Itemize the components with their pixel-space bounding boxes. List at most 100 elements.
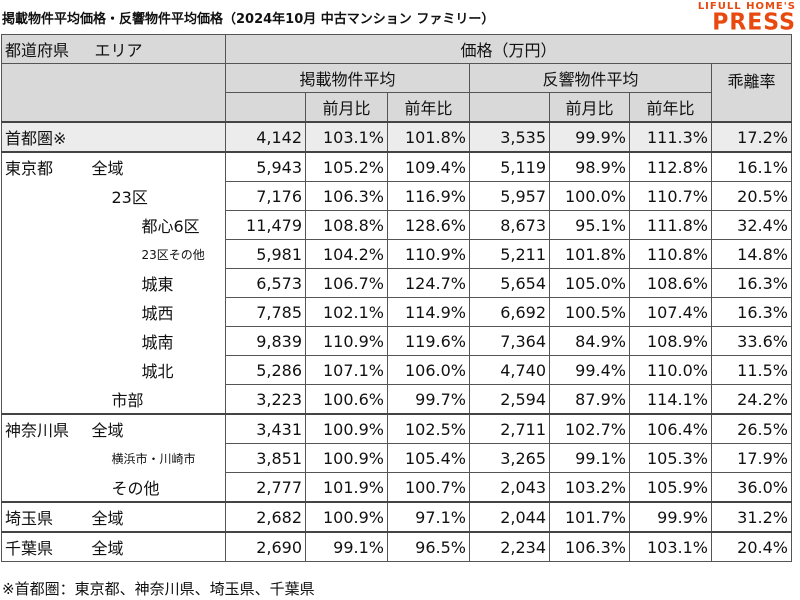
footnote: ※首都圏：東京都、神奈川県、埼玉県、千葉県 xyxy=(2,580,315,598)
row-inquiry: 5,957 xyxy=(469,181,550,211)
row-area: 城西 xyxy=(91,297,226,327)
row-inquiry: 7,364 xyxy=(469,326,550,356)
row-listed-mom: 102.1% xyxy=(305,297,388,327)
row-listed-mom: 100.9% xyxy=(305,443,388,473)
row-listed-mom: 100.9% xyxy=(305,501,388,533)
row-listed-mom: 110.9% xyxy=(305,326,388,356)
row-gap: 26.5% xyxy=(711,413,792,444)
logo-line1: LIFULL HOME'S xyxy=(697,1,796,12)
row-listed: 4,142 xyxy=(225,121,306,153)
row-inquiry-mom: 102.7% xyxy=(549,413,630,444)
row-pref xyxy=(1,181,92,211)
row-listed-yoy: 102.5% xyxy=(387,413,470,444)
row-listed: 6,573 xyxy=(225,268,306,298)
row-listed-yoy: 96.5% xyxy=(387,531,470,562)
row-pref xyxy=(1,326,92,356)
row-area: 全域 xyxy=(91,501,226,533)
row-gap: 11.5% xyxy=(711,355,792,385)
row-inquiry: 4,740 xyxy=(469,355,550,385)
row-listed: 2,777 xyxy=(225,472,306,503)
row-listed-mom: 104.2% xyxy=(305,239,388,269)
row-inquiry: 6,692 xyxy=(469,297,550,327)
row-inquiry-mom: 106.3% xyxy=(549,531,630,562)
header-inquiry-yoy: 前年比 xyxy=(629,92,712,123)
row-listed: 5,981 xyxy=(225,239,306,269)
row-area: 城東 xyxy=(91,268,226,298)
row-pref xyxy=(1,210,92,240)
row-listed-yoy: 124.7% xyxy=(387,268,470,298)
header-inquiry-blank xyxy=(469,92,550,123)
row-listed: 5,286 xyxy=(225,355,306,385)
row-listed: 11,479 xyxy=(225,210,306,240)
row-listed: 7,176 xyxy=(225,181,306,211)
row-listed-mom: 99.1% xyxy=(305,531,388,562)
row-inquiry-yoy: 110.8% xyxy=(629,239,712,269)
row-listed: 9,839 xyxy=(225,326,306,356)
row-inquiry-yoy: 99.9% xyxy=(629,501,712,533)
row-gap: 16.3% xyxy=(711,297,792,327)
brand-logo: LIFULL HOME'S PRESS xyxy=(698,1,796,34)
row-inquiry-yoy: 112.8% xyxy=(629,151,712,182)
row-inquiry-mom: 101.7% xyxy=(549,501,630,533)
row-pref: 首都圏※ xyxy=(1,121,92,153)
row-listed: 3,851 xyxy=(225,443,306,473)
price-table: 都道府県 エリア 価格（万円） 掲載物件平均 反響物件平均 乖離率 前月比 前年… xyxy=(1,34,792,562)
row-listed-mom: 100.6% xyxy=(305,384,388,415)
row-listed: 2,690 xyxy=(225,531,306,562)
row-area: 市部 xyxy=(91,384,226,415)
row-inquiry-yoy: 103.1% xyxy=(629,531,712,562)
row-area: 全域 xyxy=(91,413,226,444)
row-pref xyxy=(1,268,92,298)
row-inquiry: 3,265 xyxy=(469,443,550,473)
row-inquiry-yoy: 107.4% xyxy=(629,297,712,327)
row-listed-yoy: 128.6% xyxy=(387,210,470,240)
row-inquiry: 5,211 xyxy=(469,239,550,269)
row-inquiry-mom: 84.9% xyxy=(549,326,630,356)
row-inquiry-yoy: 111.3% xyxy=(629,121,712,153)
row-inquiry-yoy: 110.7% xyxy=(629,181,712,211)
row-area: 全域 xyxy=(91,531,226,562)
row-gap: 20.5% xyxy=(711,181,792,211)
row-listed-yoy: 106.0% xyxy=(387,355,470,385)
table-row: その他 2,777 101.9% 100.7% 2,043 103.2% 105.9% 36.… xyxy=(1,472,792,503)
table-row: 神奈川県 全域 3,431 100.9% 102.5% 2,711 102.7% 106.4%… xyxy=(1,413,792,444)
row-inquiry-yoy: 114.1% xyxy=(629,384,712,415)
row-gap: 31.2% xyxy=(711,501,792,533)
table-row: 23区その他 5,981 104.2% 110.9% 5,211 101.8% 110.8%… xyxy=(1,239,792,269)
row-listed-yoy: 99.7% xyxy=(387,384,470,415)
table-row: 城西 7,785 102.1% 114.9% 6,692 100.5% 107.4% 16.3… xyxy=(1,297,792,327)
table-row: 城北 5,286 107.1% 106.0% 4,740 99.4% 110.0% 11.5% xyxy=(1,355,792,385)
row-inquiry-mom: 100.5% xyxy=(549,297,630,327)
row-inquiry-mom: 98.9% xyxy=(549,151,630,182)
row-inquiry-yoy: 111.8% xyxy=(629,210,712,240)
row-area: その他 xyxy=(91,472,226,503)
row-pref xyxy=(1,239,92,269)
row-pref xyxy=(1,443,92,473)
row-pref xyxy=(1,297,92,327)
row-inquiry-yoy: 110.0% xyxy=(629,355,712,385)
row-listed-mom: 106.7% xyxy=(305,268,388,298)
row-area: 全域 xyxy=(91,151,226,182)
row-inquiry-yoy: 106.4% xyxy=(629,413,712,444)
header-blank xyxy=(1,63,226,123)
row-pref: 東京都 xyxy=(1,151,92,182)
page-title: 掲載物件平均価格・反響物件平均価格（2024年10月 中古マンション ファミリー… xyxy=(2,12,495,27)
table-row: 23区 7,176 106.3% 116.9% 5,957 100.0% 110.7% 20.… xyxy=(1,181,792,211)
row-gap: 17.2% xyxy=(711,121,792,153)
row-gap: 16.3% xyxy=(711,268,792,298)
header-listed-mom: 前月比 xyxy=(305,92,388,123)
row-gap: 32.4% xyxy=(711,210,792,240)
row-listed: 3,223 xyxy=(225,384,306,415)
row-listed: 3,431 xyxy=(225,413,306,444)
row-gap: 20.4% xyxy=(711,531,792,562)
row-inquiry: 2,594 xyxy=(469,384,550,415)
row-pref: 神奈川県 xyxy=(1,413,92,444)
row-listed-mom: 103.1% xyxy=(305,121,388,153)
row-gap: 24.2% xyxy=(711,384,792,415)
table-row: 城東 6,573 106.7% 124.7% 5,654 105.0% 108.6% 16.3… xyxy=(1,268,792,298)
row-inquiry-yoy: 105.9% xyxy=(629,472,712,503)
row-inquiry: 2,043 xyxy=(469,472,550,503)
row-listed-yoy: 109.4% xyxy=(387,151,470,182)
header-price: 価格（万円） xyxy=(225,34,792,64)
row-inquiry-mom: 100.0% xyxy=(549,181,630,211)
